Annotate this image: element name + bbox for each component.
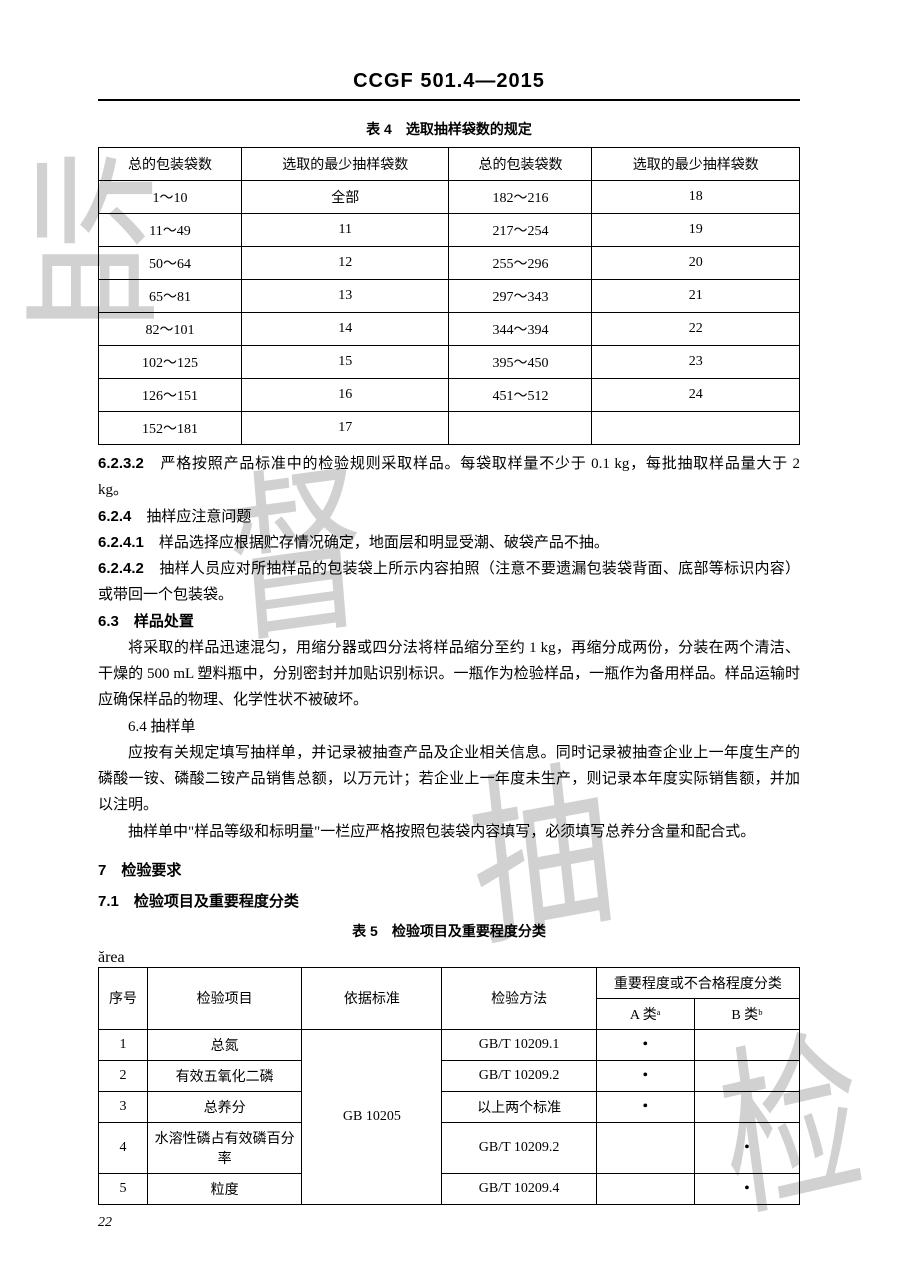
t5-h-basis: 依据标准 (302, 967, 442, 1029)
table4-h1: 总的包装袋数 (99, 148, 242, 181)
table-row: 1～10全部182～21618 (99, 181, 800, 214)
page: 监 督 抽 检 CCGF 501.4—2015 表 4 选取抽样袋数的规定 总的… (0, 0, 900, 1273)
clause-6-2-3-2: 6.2.3.2 严格按照产品标准中的检验规则采取样品。每袋取样量不少于 0.1 … (98, 451, 800, 504)
table-row: 4 水溶性磷占有效磷百分率 GB/T 10209.2 • (99, 1122, 800, 1173)
page-number: 22 (98, 1215, 112, 1231)
table-row: 11～4911217～25419 (99, 214, 800, 247)
table4-header-row: 总的包装袋数 选取的最少抽样袋数 总的包装袋数 选取的最少抽样袋数 (99, 148, 800, 181)
clause-6-3: 6.3 样品处置 (98, 609, 800, 635)
table4-h2: 选取的最少抽样袋数 (241, 148, 449, 181)
t5-h-method: 检验方法 (442, 967, 596, 1029)
table5-header-row1: 序号 检验项目 依据标准 检验方法 重要程度或不合格程度分类 (99, 967, 800, 998)
clause-6-3-body: 将采取的样品迅速混匀，用缩分器或四分法将样品缩分至约 1 kg，再缩分成两份，分… (98, 635, 800, 714)
t5-h-classB: B 类ᵇ (694, 998, 799, 1029)
clause-text: 抽样人员应对所抽样品的包装袋上所示内容拍照（注意不要遗漏包装袋背面、底部等标识内… (98, 561, 800, 603)
t5-h-classA: A 类ᵃ (596, 998, 694, 1029)
table5: 序号 检验项目 依据标准 检验方法 重要程度或不合格程度分类 A 类ᵃ B 类ᵇ… (98, 967, 800, 1205)
clause-6-2-4: 6.2.4 抽样应注意问题 (98, 504, 800, 530)
table5-caption: 表 5 检验项目及重要程度分类 (98, 921, 800, 941)
section-7-title: 7 检验要求 (98, 859, 800, 880)
section-7-1-title: 7.1 检验项目及重要程度分类 (98, 890, 800, 911)
clause-text: 样品选择应根据贮存情况确定，地面层和明显受潮、破袋产品不抽。 (144, 535, 609, 551)
clause-6-4-body1: 应按有关规定填写抽样单，并记录被抽查产品及企业相关信息。同时记录被抽查企业上一年… (98, 740, 800, 819)
table-row: 102～12515395～45023 (99, 346, 800, 379)
body-text-block: 6.2.3.2 严格按照产品标准中的检验规则采取样品。每袋取样量不少于 0.1 … (98, 451, 800, 845)
clause-num: 6.2.3.2 (98, 455, 144, 472)
clause-6-2-4-2: 6.2.4.2 抽样人员应对所抽样品的包装袋上所示内容拍照（注意不要遗漏包装袋背… (98, 556, 800, 609)
table-row: 126～15116451～51224 (99, 379, 800, 412)
table-row: 152～18117 (99, 412, 800, 445)
table-row: 5 粒度 GB/T 10209.4 • (99, 1173, 800, 1204)
clause-title: 样品处置 (119, 613, 194, 630)
t5-h-item: 检验项目 (148, 967, 302, 1029)
table-row: 1 总氮 GB 10205 GB/T 10209.1 • (99, 1029, 800, 1060)
table-row: 50～6412255～29620 (99, 247, 800, 280)
table4-caption: 表 4 选取抽样袋数的规定 (98, 119, 800, 139)
clause-num: 6.3 (98, 613, 119, 630)
clause-6-4-body2: 抽样单中"样品等级和标明量"一栏应严格按照包装袋内容填写，必须填写总养分含量和配… (98, 819, 800, 845)
clause-6-2-4-1: 6.2.4.1 样品选择应根据贮存情况确定，地面层和明显受潮、破袋产品不抽。 (98, 530, 800, 556)
clause-text: 抽样应注意问题 (131, 509, 251, 525)
table-row: 2 有效五氧化二磷 GB/T 10209.2 • (99, 1060, 800, 1091)
t5-basis-cell: GB 10205 (302, 1029, 442, 1204)
document-code-header: CCGF 501.4—2015 (98, 70, 800, 101)
clause-6-4-line: 6.4 抽样单 (98, 714, 800, 740)
clause-num: 6.2.4.1 (98, 534, 144, 551)
table-row: 65～8113297～34321 (99, 280, 800, 313)
t5-h-importance: 重要程度或不合格程度分类 (596, 967, 799, 998)
clause-num: 6.2.4 (98, 508, 131, 525)
table-row: 3 总养分 以上两个标准 • (99, 1091, 800, 1122)
clause-text: 严格按照产品标准中的检验规则采取样品。每袋取样量不少于 0.1 kg，每批抽取样… (98, 456, 800, 498)
clause-num: 6.2.4.2 (98, 560, 144, 577)
t5-h-seq: 序号 (99, 967, 148, 1029)
table4-h4: 选取的最少抽样袋数 (592, 148, 800, 181)
table4-h3: 总的包装袋数 (449, 148, 592, 181)
table-row: 82～10114344～39422 (99, 313, 800, 346)
table4: 总的包装袋数 选取的最少抽样袋数 总的包装袋数 选取的最少抽样袋数 1～10全部… (98, 147, 800, 445)
